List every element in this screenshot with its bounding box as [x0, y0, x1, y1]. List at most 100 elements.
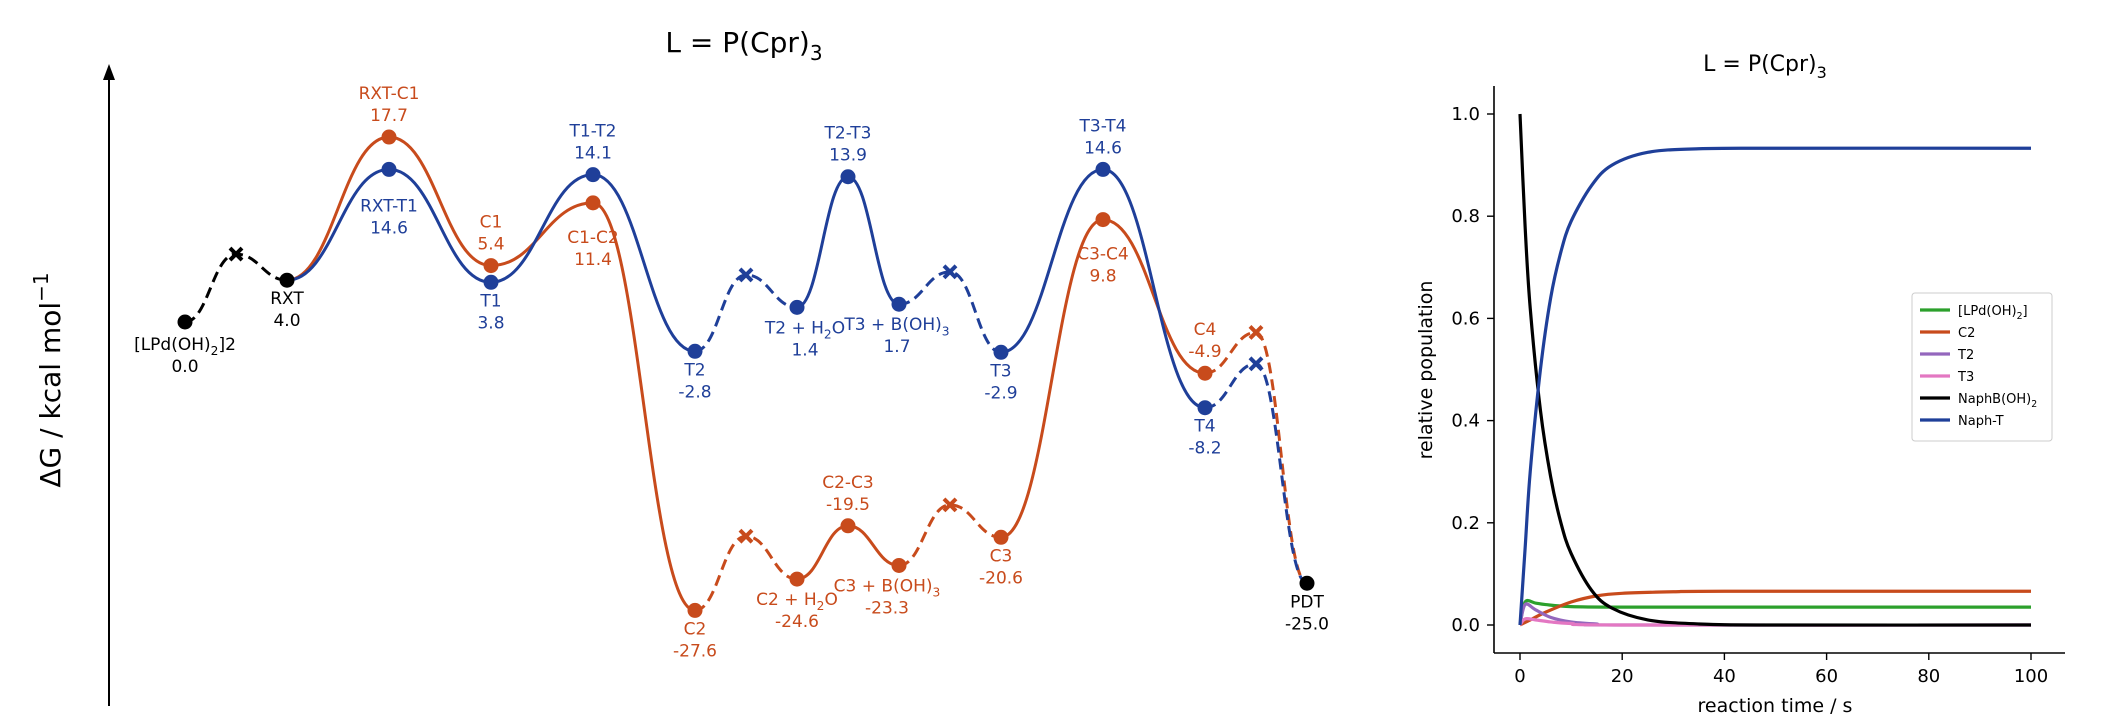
profile-segment-t3b-t3: [898, 270, 1002, 354]
profile-point-c2h: [789, 571, 805, 587]
kinetics-y-axis-label: relative population: [1415, 281, 1437, 460]
profile-label-c3: C3: [990, 546, 1013, 566]
profile-value-rxtt1: 14.6: [370, 218, 408, 238]
profile-label-c2c3: C2-C3: [822, 473, 874, 493]
profile-value-pdt: -25.0: [1285, 614, 1329, 634]
series-line-C2: [1519, 589, 2032, 627]
x-tick-label: 100: [2014, 666, 2048, 687]
x-tick-label: 40: [1713, 666, 1736, 687]
profile-value-rxt: 4.0: [273, 311, 300, 331]
profile-point-c2c3: [840, 518, 856, 534]
kinetics-chart: L = P(Cpr)3 reaction time / s relative p…: [1415, 52, 2065, 717]
profile-value-c1c2: 11.4: [574, 250, 612, 270]
profile-label-c1: C1: [480, 213, 503, 233]
profile-cross-marker-xo3: [1248, 325, 1264, 340]
profile-point-t2h: [789, 299, 805, 315]
profile-label-t3t4: T3-T4: [1079, 116, 1127, 136]
profile-label-t2: T2: [683, 360, 705, 380]
profile-point-t2: [687, 343, 703, 359]
x-tick-label: 20: [1611, 666, 1634, 687]
profile-value-t4: -8.2: [1188, 439, 1221, 459]
profile-segment-c2h-c3b: [796, 524, 900, 581]
profile-point-t2t3: [840, 169, 856, 185]
profile-point-t1: [483, 274, 499, 290]
profile-value-t1: 3.8: [477, 313, 504, 333]
profile-cross-marker-xo2: [942, 497, 958, 513]
legend-label: C2: [1958, 326, 1975, 341]
profile-value-c2c3: -19.5: [826, 495, 870, 515]
profile-value-t3t4: 14.6: [1084, 138, 1122, 158]
profile-cross-marker-xo1: [738, 528, 754, 544]
profile-value-t2: -2.8: [678, 382, 711, 402]
series-line-NaphB(OH)2: [1518, 113, 2032, 627]
profile-point-rxtt1: [381, 161, 397, 177]
profile-point-t4: [1197, 400, 1213, 416]
profile-point-rxt: [279, 272, 295, 288]
profile-label-t4: T4: [1193, 417, 1215, 437]
kinetics-title: L = P(Cpr)3: [1703, 52, 1827, 82]
profile-value-t2t3: 13.9: [829, 146, 867, 166]
kinetics-x-axis-label: reaction time / s: [1698, 695, 1853, 717]
legend-label: NaphB(OH)2: [1958, 392, 2037, 410]
profile-value-c2h: -24.6: [775, 612, 819, 632]
profile-segment-t3-t4: [1000, 167, 1206, 410]
series-line-[LPd(OH)2]: [1518, 598, 2031, 626]
profile-point-t3: [993, 344, 1009, 360]
profile-label-t2t3: T2-T3: [824, 124, 872, 144]
profile-point-t3b: [891, 296, 907, 312]
profile-cross-marker-ts0: [228, 246, 244, 262]
profile-y-axis-label: ΔG / kcal mol−1: [29, 272, 67, 487]
profile-value-c3b: -23.3: [865, 598, 909, 618]
profile-point-c4: [1197, 365, 1213, 381]
profile-curves: [184, 135, 1308, 612]
kinetics-legend: [LPd(OH)2] C2 T2 T3 NaphB(OH)2 Naph-T: [1911, 292, 2053, 442]
profile-value-rxtc1: 17.7: [370, 106, 408, 126]
profile-point-pdt: [1299, 575, 1315, 591]
profile-label-t3: T3: [989, 361, 1011, 381]
profile-label-c1c2: C1-C2: [567, 228, 619, 248]
kinetics-series: [1518, 113, 2032, 627]
legend-label: Naph-T: [1958, 414, 2004, 429]
profile-label-c3c4: C3-C4: [1077, 245, 1129, 265]
profile-point-lpd: [177, 314, 193, 330]
profile-label-t1t2: T1-T2: [569, 122, 617, 142]
profile-label-c2h: C2 + H2O: [756, 590, 838, 613]
profile-cross-marker-xb2: [942, 264, 958, 280]
y-tick-label: 0.8: [1451, 206, 1480, 227]
profile-label-c2: C2: [684, 619, 707, 639]
legend-label: [LPd(OH)2]: [1958, 304, 2028, 322]
profile-point-c3b: [891, 557, 907, 573]
energy-profile-chart: L = P(Cpr)3 ΔG / kcal mol−1 [LPd(OH)2]20…: [29, 26, 1329, 706]
profile-label-rxtc1: RXT-C1: [359, 84, 420, 104]
legend-label: T3: [1957, 370, 1974, 385]
profile-segment-t4-pdt: [1204, 362, 1308, 585]
y-tick-label: 0.0: [1451, 615, 1480, 636]
profile-point-c1: [483, 258, 499, 274]
profile-point-c3c4: [1095, 212, 1111, 228]
profile-cross-marker-xb1: [738, 267, 754, 283]
profile-segment-c3b-c3: [898, 503, 1002, 567]
profile-label-rxt: RXT: [270, 289, 304, 309]
profile-label-c4: C4: [1194, 320, 1217, 340]
profile-label-t3b: T3 + B(OH)3: [843, 315, 949, 338]
y-tick-label: 1.0: [1451, 104, 1480, 125]
x-tick-label: 80: [1917, 666, 1940, 687]
profile-cross-marker-xb3: [1248, 356, 1264, 372]
profile-label-c3b: C3 + B(OH)3: [834, 576, 941, 599]
profile-value-lpd: 0.0: [171, 357, 198, 377]
profile-point-c1c2: [585, 195, 601, 211]
profile-point-c2: [687, 602, 703, 618]
y-tick-label: 0.2: [1451, 513, 1480, 534]
profile-value-t3: -2.9: [984, 383, 1017, 403]
profile-label-t1: T1: [479, 291, 501, 311]
profile-segment-c3-c4: [1000, 218, 1206, 539]
profile-title: L = P(Cpr)3: [665, 26, 822, 65]
profile-label-pdt: PDT: [1290, 592, 1324, 612]
profile-value-c3c4: 9.8: [1089, 267, 1116, 287]
profile-y-axis-arrowhead: [103, 64, 115, 80]
profile-value-c1: 5.4: [477, 235, 504, 255]
profile-value-t1t2: 14.1: [574, 144, 612, 164]
profile-value-t2h: 1.4: [791, 340, 818, 360]
x-tick-label: 60: [1815, 666, 1838, 687]
